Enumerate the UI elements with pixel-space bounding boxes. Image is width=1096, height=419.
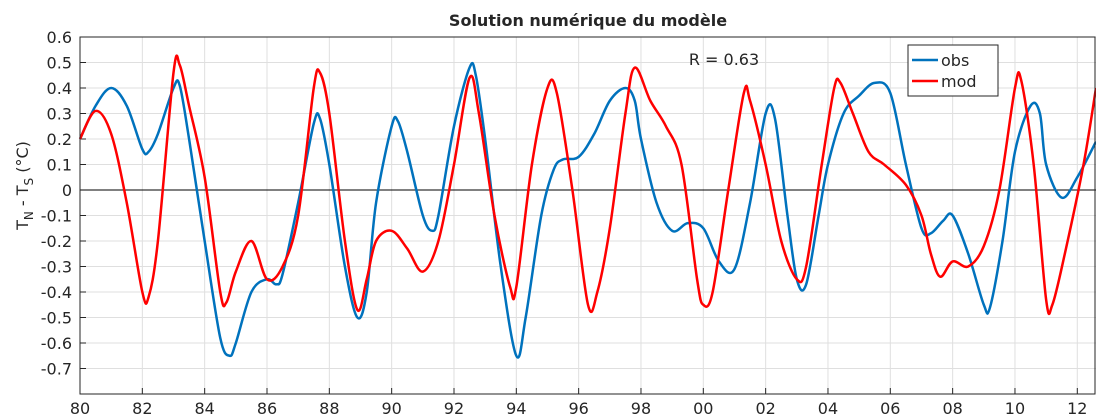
x-tick-label: 82 (132, 399, 152, 418)
y-tick-label: 0.1 (47, 156, 72, 175)
legend-box (907, 44, 999, 97)
y-axis-label-part: N (22, 211, 36, 220)
axes-box (79, 36, 1096, 395)
y-axis-label-part: (°C) (13, 141, 32, 178)
y-axis-label: TN - TS (°C) (13, 141, 36, 231)
x-tick-label: 88 (319, 399, 339, 418)
y-axis-label-part: T (13, 220, 32, 231)
x-tick-label: 92 (444, 399, 464, 418)
legend-label: mod (941, 72, 977, 91)
x-tick-label: 80 (70, 399, 90, 418)
x-tick-label: 02 (755, 399, 775, 418)
y-tick-label: -0.1 (41, 207, 72, 226)
x-tick-label: 08 (942, 399, 962, 418)
y-tick-label: -0.6 (41, 334, 72, 353)
x-tick-label: 98 (631, 399, 651, 418)
y-tick-label: -0.2 (41, 232, 72, 251)
line-series (78, 54, 1096, 316)
legend-label: obs (941, 51, 969, 70)
x-tick-label: 94 (506, 399, 526, 418)
y-tick-label: 0.5 (47, 54, 72, 73)
y-tick-label: 0.2 (47, 130, 72, 149)
line-series (78, 61, 1096, 359)
y-tick-label: 0.6 (47, 28, 72, 47)
y-axis-label-part: S (22, 178, 36, 186)
y-tick-label: -0.7 (41, 360, 72, 379)
x-tick-label: 06 (880, 399, 900, 418)
y-tick-label: -0.3 (41, 258, 72, 277)
x-tick-label: 90 (381, 399, 401, 418)
y-axis-label-part: - T (13, 185, 32, 211)
chart-title: Solution numérique du modèle (449, 11, 727, 30)
x-tick-label: 10 (1005, 399, 1025, 418)
y-tick-label: 0 (62, 181, 72, 200)
x-tick-label: 84 (194, 399, 214, 418)
x-tick-label: 96 (568, 399, 588, 418)
x-tick-label: 12 (1067, 399, 1087, 418)
y-tick-label: -0.5 (41, 309, 72, 328)
x-tick-label: 00 (693, 399, 713, 418)
y-tick-label: -0.4 (41, 283, 72, 302)
y-tick-label: 0.3 (47, 105, 72, 124)
y-tick-label: 0.4 (47, 79, 72, 98)
x-tick-label: 04 (818, 399, 838, 418)
x-tick-label: 86 (257, 399, 277, 418)
annotation: R = 0.63 (689, 50, 759, 69)
